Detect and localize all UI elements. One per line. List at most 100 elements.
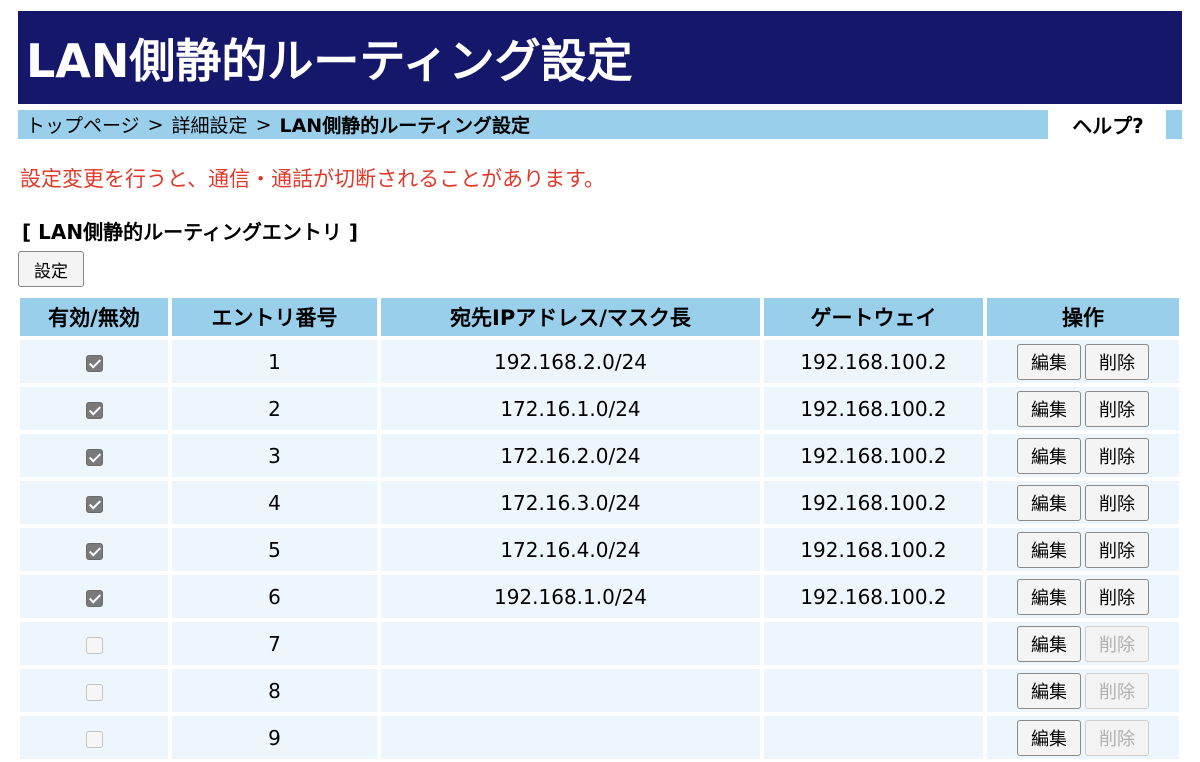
entry-number: 4 (172, 481, 377, 524)
enable-checkbox[interactable] (85, 401, 103, 419)
enable-checkbox[interactable] (85, 683, 103, 701)
destination-address (381, 669, 760, 712)
enable-cell (20, 575, 168, 618)
destination-address: 192.168.1.0/24 (381, 575, 760, 618)
breadcrumb-top-page[interactable]: トップページ (26, 115, 140, 137)
destination-address (381, 716, 760, 759)
delete-button: 削除 (1085, 719, 1149, 756)
operation-cell: 編集 削除 (987, 481, 1179, 524)
table-row: 3 172.16.2.0/24 192.168.100.2 編集 削除 (20, 434, 1179, 477)
enable-checkbox[interactable] (85, 448, 103, 466)
destination-address: 172.16.4.0/24 (381, 528, 760, 571)
destination-address: 192.168.2.0/24 (381, 340, 760, 383)
gateway-address: 192.168.100.2 (764, 481, 983, 524)
edit-button[interactable]: 編集 (1017, 531, 1081, 568)
delete-button[interactable]: 削除 (1085, 343, 1149, 380)
delete-button[interactable]: 削除 (1085, 437, 1149, 474)
enable-cell (20, 622, 168, 665)
edit-button[interactable]: 編集 (1017, 719, 1081, 756)
enable-checkbox[interactable] (85, 542, 103, 560)
enable-cell (20, 528, 168, 571)
edit-button[interactable]: 編集 (1017, 437, 1081, 474)
table-row: 9 編集 削除 (20, 716, 1179, 759)
breadcrumb-separator: > (255, 113, 272, 136)
enable-checkbox[interactable] (85, 636, 103, 654)
enable-checkbox[interactable] (85, 589, 103, 607)
operation-cell: 編集 削除 (987, 622, 1179, 665)
breadcrumb-advanced-settings[interactable]: 詳細設定 (171, 115, 248, 137)
entry-number: 9 (172, 716, 377, 759)
entry-number: 7 (172, 622, 377, 665)
entry-number: 1 (172, 340, 377, 383)
page-title: LAN側静的ルーティング設定 (26, 33, 633, 88)
enable-cell (20, 481, 168, 524)
enable-checkbox[interactable] (85, 354, 103, 372)
entry-number: 5 (172, 528, 377, 571)
enable-cell (20, 716, 168, 759)
breadcrumb-separator: > (147, 113, 164, 136)
table-row: 6 192.168.1.0/24 192.168.100.2 編集 削除 (20, 575, 1179, 618)
operation-cell: 編集 削除 (987, 340, 1179, 383)
edit-button[interactable]: 編集 (1017, 625, 1081, 662)
enable-cell (20, 669, 168, 712)
destination-address: 172.16.2.0/24 (381, 434, 760, 477)
gateway-address: 192.168.100.2 (764, 528, 983, 571)
table-row: 2 172.16.1.0/24 192.168.100.2 編集 削除 (20, 387, 1179, 430)
table-row: 1 192.168.2.0/24 192.168.100.2 編集 削除 (20, 340, 1179, 383)
entry-number: 2 (172, 387, 377, 430)
delete-button[interactable]: 削除 (1085, 578, 1149, 615)
operation-cell: 編集 削除 (987, 669, 1179, 712)
table-row: 8 編集 削除 (20, 669, 1179, 712)
delete-button[interactable]: 削除 (1085, 484, 1149, 521)
gateway-address: 192.168.100.2 (764, 387, 983, 430)
cut-off-edge (1186, 0, 1200, 762)
table-row: 7 編集 削除 (20, 622, 1179, 665)
routing-entries-table: 有効/無効 エントリ番号 宛先IPアドレス/マスク長 ゲートウェイ 操作 1 19… (16, 294, 1183, 762)
enable-cell (20, 387, 168, 430)
gateway-address (764, 669, 983, 712)
table-header-row: 有効/無効 エントリ番号 宛先IPアドレス/マスク長 ゲートウェイ 操作 (20, 298, 1179, 336)
entry-number: 3 (172, 434, 377, 477)
table-body: 1 192.168.2.0/24 192.168.100.2 編集 削除 2 172.16.… (20, 340, 1179, 759)
warning-message: 設定変更を行うと、通信・通話が切断されることがあります。 (20, 167, 606, 191)
delete-button[interactable]: 削除 (1085, 531, 1149, 568)
delete-button: 削除 (1085, 672, 1149, 709)
operation-cell: 編集 削除 (987, 387, 1179, 430)
breadcrumb-current: LAN側静的ルーティング設定 (279, 115, 531, 137)
delete-button[interactable]: 削除 (1085, 390, 1149, 427)
header-destination: 宛先IPアドレス/マスク長 (381, 298, 760, 336)
section-title: [ LAN側静的ルーティングエントリ ] (22, 220, 358, 244)
operation-cell: 編集 削除 (987, 528, 1179, 571)
table-row: 5 172.16.4.0/24 192.168.100.2 編集 削除 (20, 528, 1179, 571)
header-entry-number: エントリ番号 (172, 298, 377, 336)
edit-button[interactable]: 編集 (1017, 484, 1081, 521)
entry-number: 6 (172, 575, 377, 618)
edit-button[interactable]: 編集 (1017, 343, 1081, 380)
destination-address: 172.16.3.0/24 (381, 481, 760, 524)
enable-cell (20, 340, 168, 383)
enable-checkbox[interactable] (85, 495, 103, 513)
header-gateway: ゲートウェイ (764, 298, 983, 336)
breadcrumb-bar-end (1166, 110, 1182, 139)
gateway-address: 192.168.100.2 (764, 575, 983, 618)
operation-cell: 編集 削除 (987, 716, 1179, 759)
header-enable: 有効/無効 (20, 298, 168, 336)
gateway-address: 192.168.100.2 (764, 340, 983, 383)
table-row: 4 172.16.3.0/24 192.168.100.2 編集 削除 (20, 481, 1179, 524)
breadcrumb: トップページ > 詳細設定 > LAN側静的ルーティング設定 (18, 110, 1048, 139)
edit-button[interactable]: 編集 (1017, 578, 1081, 615)
edit-button[interactable]: 編集 (1017, 390, 1081, 427)
destination-address (381, 622, 760, 665)
settings-button[interactable]: 設定 (18, 251, 84, 287)
entry-number: 8 (172, 669, 377, 712)
delete-button: 削除 (1085, 625, 1149, 662)
gateway-address: 192.168.100.2 (764, 434, 983, 477)
help-link[interactable]: ヘルプ? (1050, 110, 1166, 139)
gateway-address (764, 622, 983, 665)
operation-cell: 編集 削除 (987, 434, 1179, 477)
gateway-address (764, 716, 983, 759)
title-bar: LAN側静的ルーティング設定 (18, 11, 1182, 104)
edit-button[interactable]: 編集 (1017, 672, 1081, 709)
enable-checkbox[interactable] (85, 730, 103, 748)
